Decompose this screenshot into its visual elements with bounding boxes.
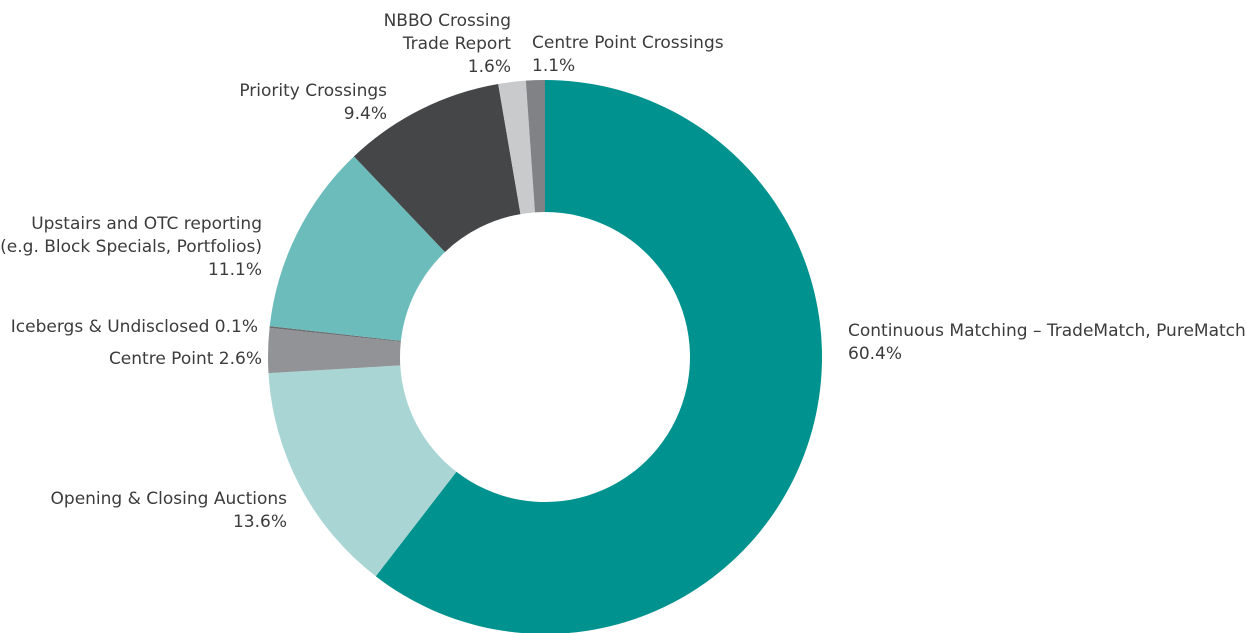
slice-label-line: 1.6% (468, 57, 511, 77)
slice-nbbo-crossing-trade-report (498, 80, 535, 215)
slice-icebergs-undisclosed (269, 326, 401, 342)
slice-continuous-matching-tradematch-purematch (375, 80, 822, 633)
slice-label-line: (e.g. Block Specials, Portfolios) (0, 237, 262, 257)
slice-label-line: Upstairs and OTC reporting (31, 214, 262, 234)
slice-label: Upstairs and OTC reporting (e.g. Block Sp… (0, 214, 262, 280)
slice-label-line: Opening & Closing Auctions (51, 489, 288, 509)
donut-slices (268, 80, 822, 633)
slice-opening-closing-auctions (268, 365, 457, 577)
slice-label-line: 11.1% (208, 260, 262, 280)
slice-label-line: Continuous Matching – TradeMatch, PureMa… (848, 321, 1246, 341)
slice-label: Continuous Matching – TradeMatch, PureMa… (848, 321, 1246, 364)
slice-label: Centre Point Crossings 1.1% (532, 33, 724, 76)
slice-labels: Continuous Matching – TradeMatch, PureMa… (0, 11, 1246, 532)
slice-label-line: Centre Point Crossings (532, 33, 724, 53)
slice-label-line: 1.1% (532, 56, 575, 76)
slice-upstairs-and-otc-reporting-e-g-block-specials-portfolios (269, 156, 445, 341)
slice-priority-crossings (353, 83, 521, 253)
slice-label-line: NBBO Crossing (384, 11, 511, 31)
slice-centre-point-crossings (525, 80, 545, 213)
slice-label-line: 13.6% (233, 512, 287, 532)
slice-label: Priority Crossings 9.4% (239, 81, 387, 124)
slice-label-line: Trade Report (402, 34, 512, 54)
slice-label-line: Priority Crossings (239, 81, 387, 101)
slice-label: NBBO Crossing Trade Report 1.6% (384, 11, 512, 77)
slice-label-line: Centre Point 2.6% (109, 349, 262, 369)
slice-label: Icebergs & Undisclosed 0.1% (11, 317, 258, 337)
slice-label-line: 9.4% (344, 104, 387, 124)
slice-label: Centre Point 2.6% (109, 349, 262, 369)
slice-label-line: Icebergs & Undisclosed 0.1% (11, 317, 258, 337)
slice-centre-point (268, 327, 401, 374)
slice-label-line: 60.4% (848, 344, 902, 364)
slice-label: Opening & Closing Auctions 13.6% (51, 489, 288, 532)
